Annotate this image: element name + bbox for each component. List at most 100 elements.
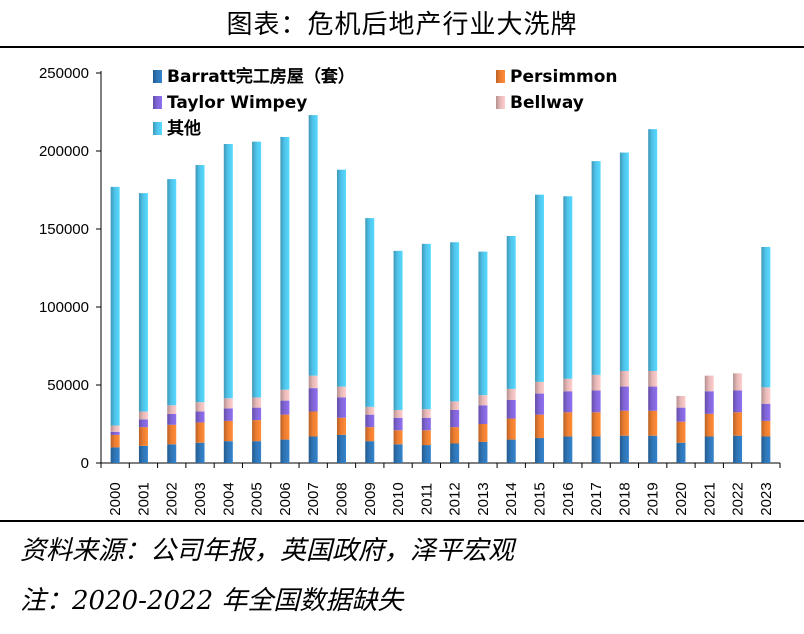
bar-segment — [280, 439, 290, 463]
bar-segment — [223, 420, 233, 442]
bar-segment — [648, 386, 658, 411]
bar-segment — [563, 412, 573, 437]
bar-segment — [478, 251, 488, 396]
bar-segment — [619, 410, 629, 436]
x-tick-label: 2006 — [277, 482, 294, 515]
bar-segment — [365, 441, 375, 463]
legend-swatch — [153, 122, 162, 135]
bar-segment — [421, 409, 431, 418]
legend-swatch — [496, 70, 505, 83]
title-divider — [0, 46, 804, 48]
bar-segment — [535, 414, 545, 439]
x-tick-label: 2002 — [164, 482, 181, 515]
y-tick-label: 150000 — [39, 221, 89, 238]
bar-segment — [535, 438, 545, 463]
bar-segment — [195, 411, 205, 423]
bar-segment — [563, 196, 573, 379]
x-tick-label: 2000 — [107, 482, 124, 515]
bar-segment — [167, 413, 177, 425]
x-tick-label: 2022 — [730, 482, 747, 515]
bar-segment — [110, 425, 120, 432]
bar-segment — [619, 370, 629, 387]
bar-segment — [308, 388, 318, 412]
bar-segment — [563, 378, 573, 392]
bar-segment — [252, 420, 262, 442]
bar-segment — [336, 397, 346, 418]
bar-segment — [648, 435, 658, 463]
x-tick-label: 2018 — [616, 482, 633, 515]
bar-segment — [478, 395, 488, 406]
bar-segment — [450, 242, 460, 402]
bar-segment — [110, 431, 120, 435]
bar-segment — [535, 381, 545, 394]
bar-segment — [591, 161, 601, 375]
bar-segment — [733, 373, 743, 391]
bar-segment — [619, 435, 629, 463]
legend-swatch — [496, 96, 505, 109]
bar-segment — [619, 386, 629, 411]
bar-segment — [563, 436, 573, 463]
bar-segment — [138, 445, 148, 463]
x-tick-label: 2015 — [532, 482, 549, 515]
legend-label: Taylor Wimpey — [167, 93, 307, 113]
bar-segment — [421, 417, 431, 431]
bar-segment — [676, 442, 686, 463]
footer-divider — [0, 520, 804, 522]
bar-segment — [506, 388, 516, 400]
bar-segment — [195, 442, 205, 463]
bar-segment — [676, 421, 686, 443]
x-tick-label: 2010 — [390, 482, 407, 515]
bar-segment — [506, 439, 516, 463]
legend-label: 其他 — [167, 118, 201, 139]
y-tick-label: 50000 — [47, 377, 89, 394]
x-tick-label: 2013 — [475, 482, 492, 515]
bar-segment — [365, 414, 375, 428]
bar-segment — [195, 422, 205, 443]
x-tick-label: 2011 — [418, 483, 435, 515]
y-tick-label: 250000 — [39, 65, 89, 82]
bar-segment — [110, 447, 120, 463]
x-tick-label: 2023 — [758, 482, 775, 515]
bar-segment — [450, 401, 460, 410]
bar-segment — [252, 397, 262, 408]
bar-segment — [676, 395, 686, 408]
bar-segment — [393, 444, 403, 463]
x-tick-label: 2004 — [220, 482, 237, 515]
bar-segment — [733, 412, 743, 436]
bar-segment — [138, 193, 148, 412]
bar-segment — [591, 412, 601, 437]
bar-segment — [167, 179, 177, 406]
bar-segment — [450, 427, 460, 444]
bar-segment — [761, 436, 771, 463]
bar-segment — [733, 390, 743, 413]
bar-segment — [308, 115, 318, 376]
bar-segment — [761, 387, 771, 404]
bar-segment — [535, 393, 545, 415]
bar-segment — [421, 243, 431, 410]
bar-segment — [704, 413, 714, 437]
bar-segment — [450, 409, 460, 428]
bar-segment — [761, 403, 771, 421]
y-tick-label: 100000 — [39, 299, 89, 316]
bar-segment — [252, 407, 262, 421]
bar-segment — [393, 430, 403, 445]
x-tick-label: 2005 — [249, 482, 266, 515]
page-title: 图表：危机后地产行业大洗牌 — [226, 10, 578, 40]
bar-segment — [393, 417, 403, 431]
bar-segment — [252, 141, 262, 398]
bar-segment — [365, 406, 375, 415]
bar-segment — [336, 386, 346, 398]
bar-segment — [223, 398, 233, 409]
x-tick-label: 2003 — [192, 482, 209, 515]
bar-segment — [223, 143, 233, 399]
bar-segment — [167, 444, 177, 463]
bar-segment — [138, 411, 148, 420]
bar-segment — [591, 374, 601, 391]
bar-segment — [506, 418, 516, 440]
y-tick-label: 200000 — [39, 143, 89, 160]
bar-segment — [506, 236, 516, 389]
bar-segment — [478, 405, 488, 424]
bar-segment — [280, 414, 290, 440]
bar-segment — [648, 410, 658, 436]
bar-segment — [336, 417, 346, 435]
